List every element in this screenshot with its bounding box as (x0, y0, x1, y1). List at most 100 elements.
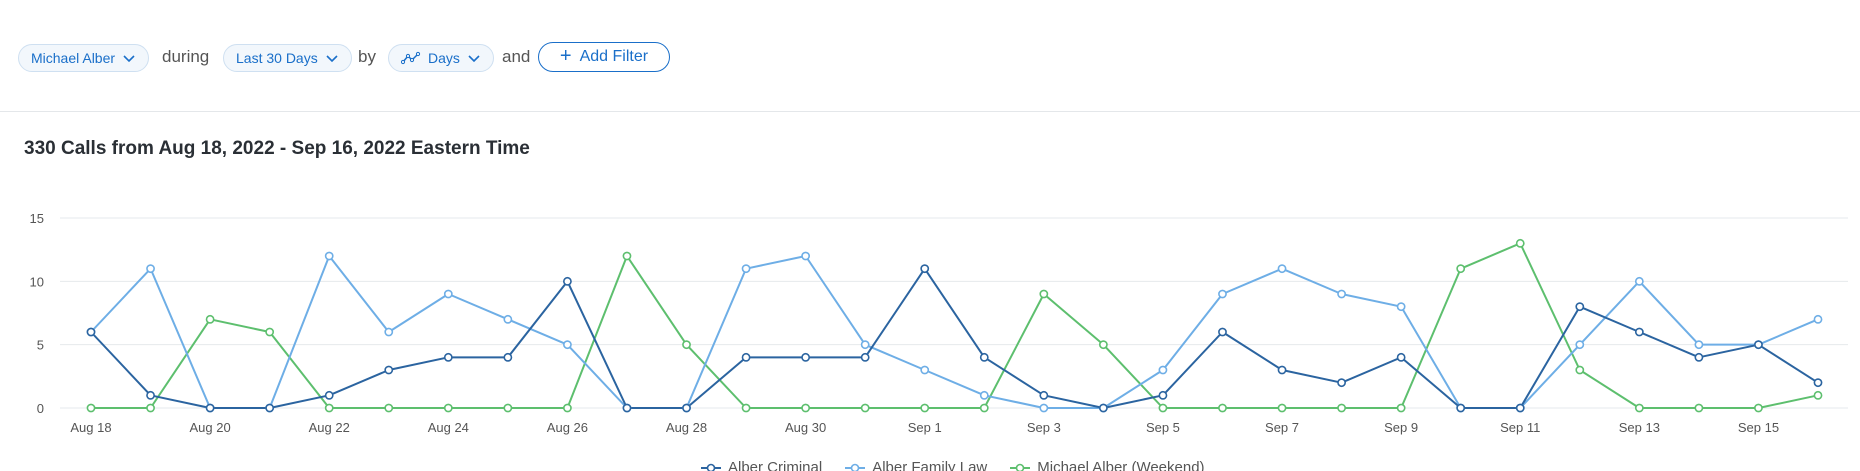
data-point (1634, 403, 1644, 413)
data-point (1396, 403, 1406, 413)
x-tick-label: Sep 11 (1500, 420, 1540, 435)
data-point (1218, 403, 1227, 413)
chart-title: 330 Calls from Aug 18, 2022 - Sep 16, 20… (24, 138, 530, 159)
data-point (682, 403, 691, 413)
plus-icon: + (559, 45, 572, 67)
data-point (801, 352, 811, 362)
data-point (1634, 276, 1644, 286)
date-range-filter-button[interactable]: Last 30 Days (223, 44, 352, 72)
data-point (1575, 340, 1585, 350)
legend-label: Alber Family Law (872, 459, 988, 471)
data-point (1575, 365, 1585, 375)
data-point (1158, 365, 1168, 375)
data-point (324, 251, 334, 261)
legend-swatch-icon (845, 463, 866, 471)
data-point (979, 403, 989, 413)
data-point (1694, 340, 1704, 350)
data-point (682, 340, 691, 350)
data-point (324, 403, 334, 413)
calls-line-chart: 0 5 10 15 Aug 18 Aug 20 Aug 22 Aug 24 Aug 26 Aug … (30, 211, 1848, 435)
chart-legend: Alber Criminal Alber Family Law Michael Al… (700, 459, 1205, 471)
data-point (1456, 403, 1466, 413)
data-point (1813, 314, 1823, 324)
person-filter-button[interactable]: Michael Alber (18, 44, 150, 72)
granularity-filter-button[interactable]: Days (388, 44, 494, 72)
data-point (443, 352, 453, 362)
data-point (979, 352, 989, 362)
series-line (90, 255, 1819, 409)
data-point (1634, 327, 1644, 337)
data-point (146, 403, 155, 413)
data-point (622, 403, 632, 413)
data-point (1813, 378, 1823, 388)
data-point (920, 403, 930, 413)
during-connector: during (162, 47, 210, 66)
data-point (563, 340, 572, 350)
data-point (503, 352, 513, 362)
data-point (1098, 403, 1108, 413)
data-point (1694, 352, 1704, 362)
x-tick-label: Aug 18 (70, 420, 111, 435)
data-point (503, 403, 513, 413)
x-tick-label: Sep 13 (1619, 420, 1660, 435)
add-filter-button[interactable]: + Add Filter (538, 42, 670, 72)
legend-item[interactable]: Alber Family Law (844, 459, 987, 471)
by-connector: by (358, 47, 376, 66)
data-point (920, 365, 930, 375)
data-point (1277, 365, 1287, 375)
data-point (443, 403, 453, 413)
data-point (384, 403, 394, 413)
x-tick-label: Sep 1 (908, 420, 942, 435)
data-point (1218, 327, 1227, 337)
x-tick-label: Aug 22 (309, 420, 350, 435)
data-point (741, 403, 751, 413)
y-tick-label: 10 (30, 274, 44, 289)
legend-label: Alber Criminal (728, 459, 823, 471)
chevron-down-icon (326, 55, 338, 63)
x-tick-label: Aug 24 (428, 420, 469, 435)
data-point (1337, 403, 1346, 413)
line-chart-icon (401, 51, 421, 65)
data-point (1515, 403, 1525, 413)
data-point (801, 403, 811, 413)
series-line (90, 267, 1819, 409)
filter-bar: Michael Alber during Last 30 Days by Day… (0, 0, 1860, 112)
y-tick-label: 0 (37, 401, 44, 416)
x-tick-label: Sep 7 (1265, 420, 1299, 435)
x-tick-label: Sep 9 (1384, 420, 1418, 435)
x-tick-label: Aug 30 (785, 420, 826, 435)
data-point (801, 251, 811, 261)
y-tick-label: 15 (30, 211, 44, 226)
data-point (1337, 289, 1346, 299)
data-point (1158, 390, 1168, 400)
data-point (860, 340, 870, 350)
x-tick-label: Aug 26 (547, 420, 588, 435)
data-point (324, 390, 334, 400)
data-point (1277, 264, 1287, 274)
data-point (86, 403, 96, 413)
legend-swatch-icon (1010, 463, 1031, 471)
data-point (265, 327, 275, 337)
data-point (1039, 390, 1049, 400)
x-tick-label: Aug 20 (190, 420, 231, 435)
data-point (979, 390, 989, 400)
person-filter-label: Michael Alber (31, 50, 116, 66)
data-point (1575, 302, 1585, 312)
data-point (563, 276, 572, 286)
data-point (1754, 340, 1763, 350)
data-point (860, 403, 870, 413)
data-point (1098, 340, 1108, 350)
data-point (205, 403, 215, 413)
data-point (1337, 378, 1346, 388)
legend-item[interactable]: Michael Alber (Weekend) (1009, 459, 1205, 471)
x-tick-label: Sep 15 (1738, 420, 1779, 435)
data-point (860, 352, 870, 362)
data-point (503, 314, 513, 324)
data-point (1813, 390, 1823, 400)
granularity-label: Days (428, 50, 460, 66)
legend-item[interactable]: Alber Criminal (700, 459, 822, 471)
data-point (741, 352, 751, 362)
data-point (1039, 403, 1049, 413)
y-tick-label: 5 (37, 338, 44, 353)
data-point (741, 264, 751, 274)
